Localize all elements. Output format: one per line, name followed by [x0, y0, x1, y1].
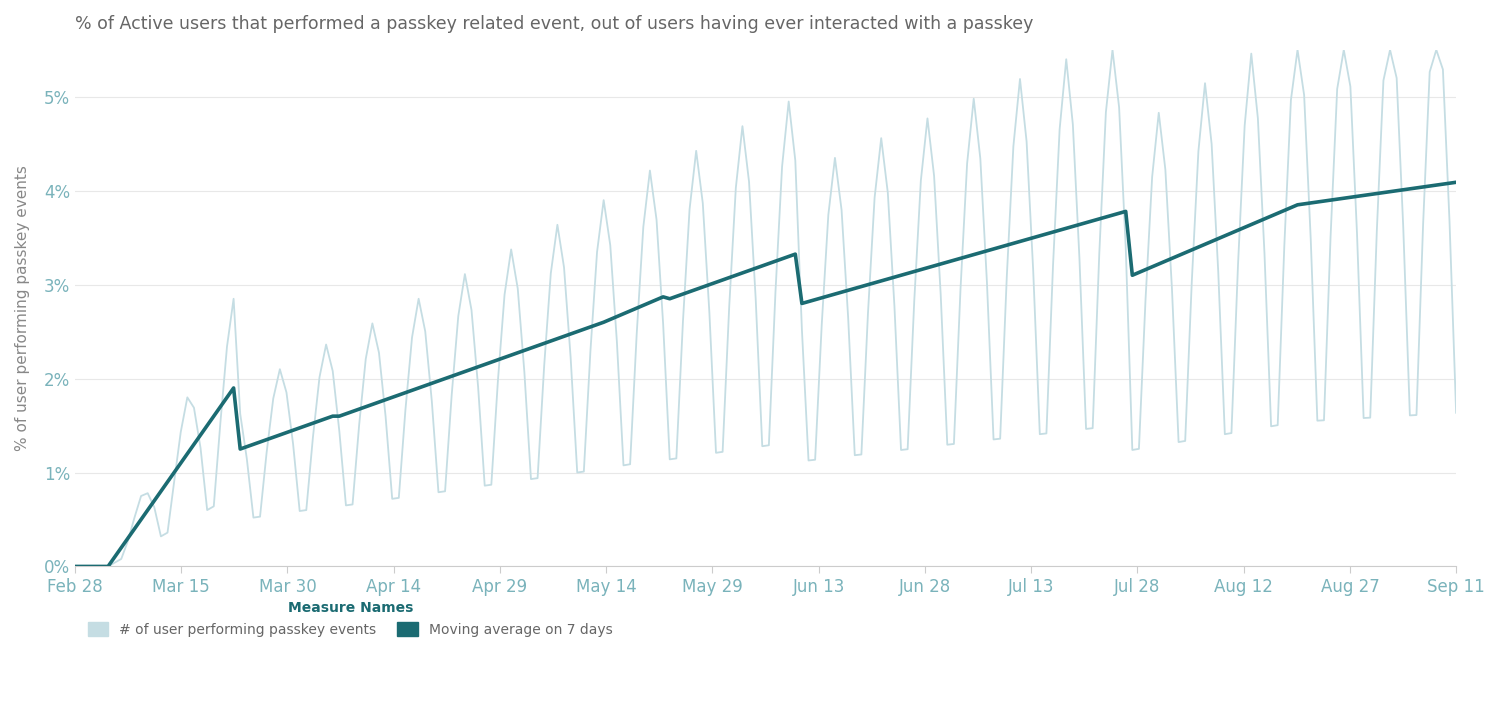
Legend: # of user performing passkey events, Moving average on 7 days: # of user performing passkey events, Mov… [82, 596, 618, 642]
Y-axis label: % of user performing passkey events: % of user performing passkey events [15, 165, 30, 451]
Text: % of Active users that performed a passkey related event, out of users having ev: % of Active users that performed a passk… [75, 15, 1034, 33]
